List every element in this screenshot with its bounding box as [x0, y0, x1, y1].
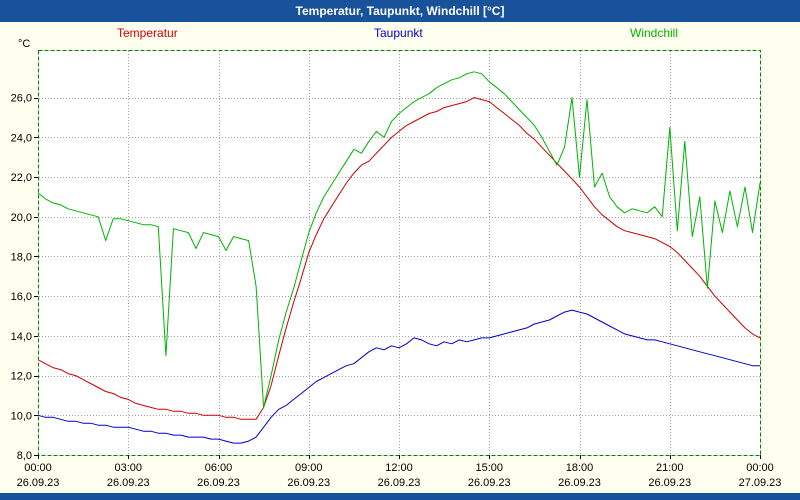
legend-temperatur: Temperatur	[117, 26, 178, 40]
svg-text:10,0: 10,0	[11, 410, 32, 422]
svg-text:26.09.23: 26.09.23	[17, 477, 60, 489]
y-axis-unit-label: °C	[18, 38, 31, 50]
legend-taupunkt: Taupunkt	[374, 26, 423, 40]
svg-text:8,0: 8,0	[17, 450, 32, 462]
svg-text:16,0: 16,0	[11, 291, 32, 303]
svg-text:00:00: 00:00	[24, 462, 52, 474]
svg-text:06:00: 06:00	[205, 462, 233, 474]
svg-text:26,0: 26,0	[11, 93, 32, 105]
svg-text:26.09.23: 26.09.23	[468, 477, 511, 489]
svg-text:12:00: 12:00	[385, 462, 413, 474]
svg-text:14,0: 14,0	[11, 331, 32, 343]
svg-text:26.09.23: 26.09.23	[197, 477, 240, 489]
svg-text:22,0: 22,0	[11, 172, 32, 184]
svg-text:27.09.23: 27.09.23	[739, 477, 782, 489]
svg-text:26.09.23: 26.09.23	[107, 477, 150, 489]
svg-text:26.09.23: 26.09.23	[648, 477, 691, 489]
svg-text:26.09.23: 26.09.23	[558, 477, 601, 489]
svg-text:26.09.23: 26.09.23	[287, 477, 330, 489]
svg-text:21:00: 21:00	[656, 462, 684, 474]
svg-text:18,0: 18,0	[11, 251, 32, 263]
svg-text:24,0: 24,0	[11, 132, 32, 144]
svg-text:03:00: 03:00	[114, 462, 142, 474]
bottom-bar	[0, 493, 800, 500]
svg-text:20,0: 20,0	[11, 212, 32, 224]
svg-text:18:00: 18:00	[566, 462, 594, 474]
svg-text:26.09.23: 26.09.23	[378, 477, 421, 489]
svg-text:00:00: 00:00	[746, 462, 774, 474]
chart-title: Temperatur, Taupunkt, Windchill [°C]	[295, 4, 505, 18]
svg-text:15:00: 15:00	[475, 462, 503, 474]
svg-text:09:00: 09:00	[295, 462, 323, 474]
svg-text:12,0: 12,0	[11, 371, 32, 383]
title-bar: Temperatur, Taupunkt, Windchill [°C]	[0, 0, 800, 22]
legend-windchill: Windchill	[630, 26, 679, 40]
